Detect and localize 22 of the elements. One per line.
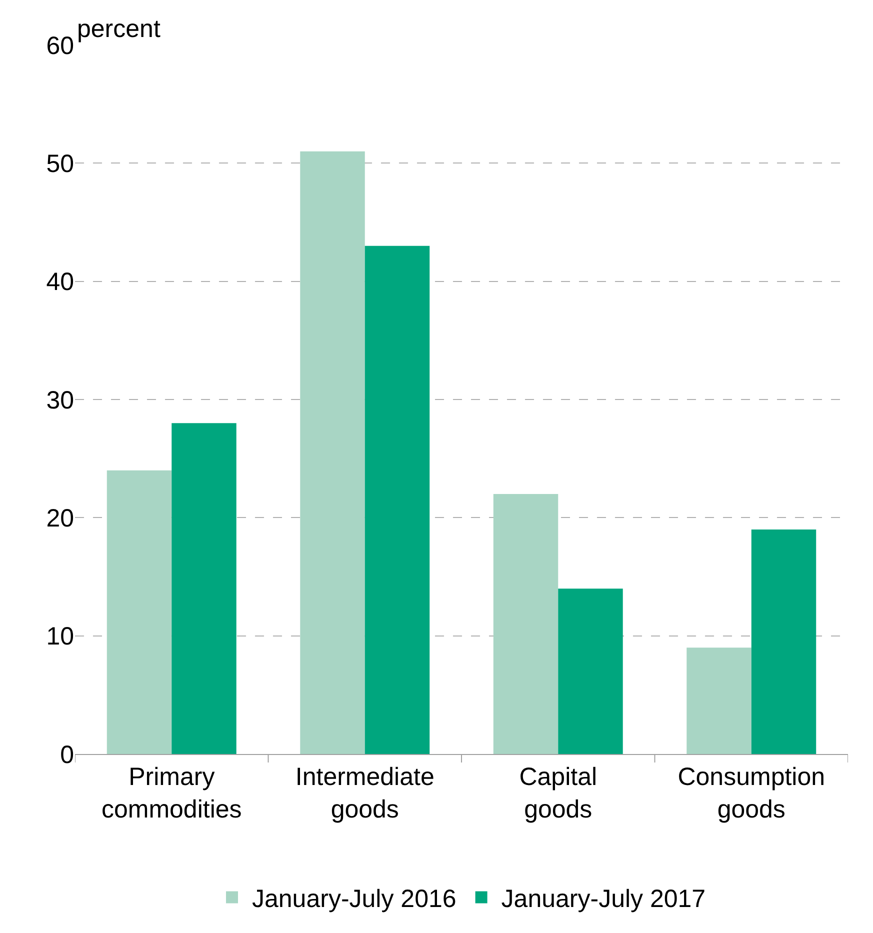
x-tick-label: Primary commodities — [101, 763, 242, 824]
bar — [751, 529, 816, 754]
y-tick-label: 20 — [46, 504, 74, 532]
bar — [686, 648, 752, 754]
y-tick-label: 10 — [46, 622, 74, 651]
bar — [558, 588, 623, 754]
legend-label: January-July 2016 — [252, 885, 456, 914]
y-axis-title: percent — [77, 15, 160, 43]
x-tick-label: Intermediate goods — [295, 763, 434, 824]
x-tick-label: Consumption goods — [678, 763, 826, 824]
bar — [172, 423, 236, 754]
x-tick-label: Capital goods — [519, 763, 598, 824]
bar — [300, 151, 365, 754]
y-tick-label: 30 — [46, 386, 74, 414]
bar — [364, 246, 430, 754]
bar — [106, 470, 172, 754]
y-tick-label: 0 — [60, 740, 74, 769]
y-tick-label: 40 — [46, 268, 74, 296]
y-tick-label: 60 — [46, 32, 74, 60]
bar — [493, 494, 558, 754]
y-tick-label: 50 — [46, 150, 74, 178]
legend-label: January-July 2017 — [501, 885, 706, 914]
